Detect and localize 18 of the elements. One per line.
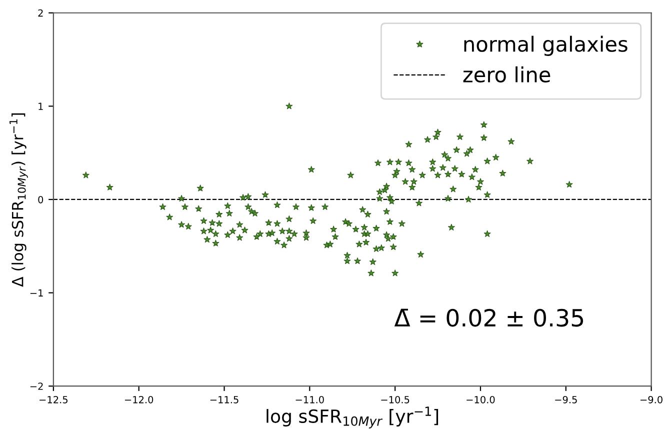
- x-tick-label: −11.5: [210, 396, 238, 404]
- x-tick-label: −12.5: [40, 396, 68, 404]
- y-axis-title: Δ (log sSFR$_{10Myr}$) [yr$^{−1}$]: [10, 113, 28, 287]
- y-tick-label: 2: [38, 9, 43, 17]
- legend-label: normal galaxies: [464, 36, 628, 56]
- y-tick-label: 0: [38, 196, 44, 204]
- x-tick-label: −10.5: [381, 396, 410, 404]
- annotation: Δ̄ = 0.02 ± 0.35: [394, 308, 584, 327]
- x-tick-label: −10.0: [466, 396, 495, 404]
- x-tick-label: −9.0: [640, 396, 662, 404]
- x-tick-label: −11.0: [296, 396, 324, 404]
- x-axis-title: log sSFR$_{10Myr}$ [yr$^{−1}$]: [266, 406, 438, 428]
- y-tick-label: −2: [30, 382, 43, 390]
- y-tick-label: −1: [30, 289, 43, 296]
- x-tick-label: −12.0: [124, 396, 154, 404]
- legend-label: zero line: [463, 66, 550, 82]
- x-tick-label: −9.5: [555, 396, 577, 404]
- y-tick-label: 1: [38, 102, 43, 110]
